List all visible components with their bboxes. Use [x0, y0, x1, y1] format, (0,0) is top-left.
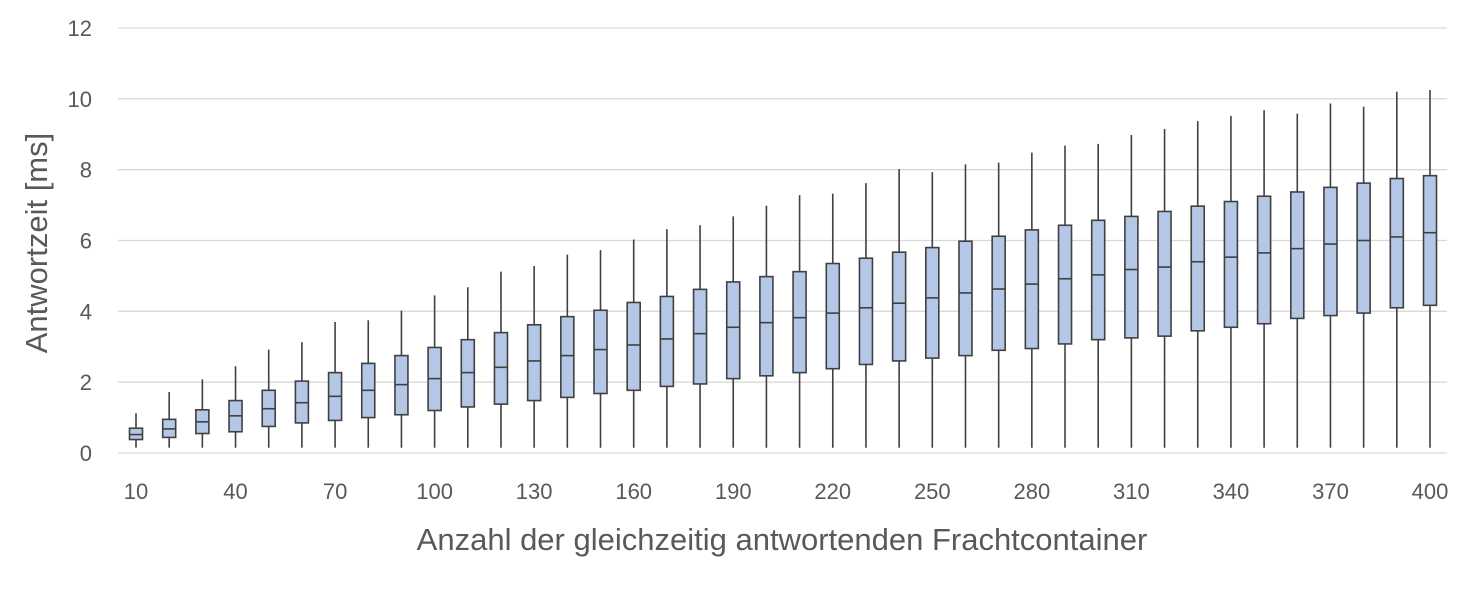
- box-body: [1389, 177, 1405, 309]
- box-body: [759, 275, 774, 377]
- box-body: [825, 262, 841, 370]
- box-series: [128, 89, 1438, 448]
- x-tick-label: 130: [516, 479, 553, 504]
- box-group: [1389, 91, 1405, 448]
- y-tick-label: 12: [68, 16, 92, 41]
- box-body: [526, 323, 542, 402]
- box-group: [1289, 113, 1305, 448]
- box-body: [626, 301, 641, 392]
- y-gridlines: [118, 27, 1447, 454]
- box-group: [228, 366, 243, 448]
- x-tick-label: 10: [124, 479, 148, 504]
- box-body: [925, 246, 940, 359]
- x-tick-label: 280: [1013, 479, 1050, 504]
- box-body: [1190, 205, 1206, 332]
- box-group: [593, 250, 608, 448]
- x-tick-label: 400: [1412, 479, 1449, 504]
- box-group: [1422, 89, 1438, 448]
- x-tick-label: 220: [814, 479, 851, 504]
- box-group: [1256, 110, 1272, 448]
- y-tick-label: 0: [80, 441, 92, 466]
- box-group: [1024, 152, 1040, 448]
- x-tick-labels: 10 40 70 100 130 160 190 220 250 280 310 340 370 400: [124, 479, 1449, 504]
- box-group: [825, 193, 841, 448]
- box-group: [128, 413, 144, 448]
- box-group: [792, 195, 807, 448]
- box-body: [692, 288, 708, 385]
- box-group: [759, 205, 774, 448]
- box-group: [394, 310, 409, 448]
- y-axis-title: Antwortzeit [ms]: [19, 133, 54, 354]
- box-group: [195, 379, 210, 448]
- box-group: [1356, 106, 1371, 448]
- x-tick-label: 160: [615, 479, 652, 504]
- y-tick-labels: 0 2 4 6 8 10 12: [68, 16, 92, 466]
- box-group: [858, 183, 874, 448]
- box-group: [327, 321, 343, 448]
- box-group: [1223, 115, 1239, 448]
- box-group: [958, 164, 973, 448]
- x-tick-label: 370: [1312, 479, 1349, 504]
- box-body: [858, 257, 874, 366]
- box-body: [493, 331, 509, 405]
- box-body: [725, 281, 741, 380]
- box-group: [294, 342, 310, 448]
- y-tick-label: 8: [80, 158, 92, 183]
- box-body: [991, 235, 1006, 352]
- x-tick-label: 310: [1113, 479, 1150, 504]
- box-body: [958, 240, 973, 357]
- box-group: [261, 349, 277, 448]
- x-tick-label: 340: [1213, 479, 1250, 504]
- x-tick-label: 70: [323, 479, 347, 504]
- box-body: [593, 309, 608, 395]
- box-group: [1124, 134, 1139, 448]
- box-group: [659, 229, 675, 448]
- box-group: [460, 287, 476, 448]
- y-tick-label: 4: [80, 299, 92, 324]
- box-body: [659, 295, 675, 388]
- box-group: [427, 295, 442, 448]
- y-tick-label: 2: [80, 370, 92, 395]
- box-body: [792, 270, 807, 374]
- box-group: [1057, 145, 1073, 448]
- box-body: [1323, 186, 1338, 317]
- box-group: [360, 320, 376, 448]
- x-axis-title: Anzahl der gleichzeitig antwortenden Fra…: [417, 522, 1148, 557]
- x-tick-label: 190: [715, 479, 752, 504]
- x-tick-label: 100: [416, 479, 453, 504]
- box-group: [725, 216, 741, 448]
- box-group: [692, 225, 708, 448]
- x-tick-label: 250: [914, 479, 951, 504]
- box-group: [526, 266, 542, 448]
- box-group: [161, 392, 177, 448]
- box-body: [1356, 182, 1371, 314]
- box-group: [925, 172, 940, 448]
- box-group: [626, 239, 641, 448]
- box-body: [891, 251, 907, 362]
- y-tick-label: 6: [80, 229, 92, 254]
- box-body: [1024, 229, 1040, 350]
- box-group: [493, 271, 509, 448]
- y-tick-label: 10: [68, 87, 92, 112]
- box-body: [1422, 174, 1438, 307]
- box-group: [1190, 121, 1206, 448]
- box-body: [1057, 224, 1073, 345]
- box-body: [1289, 191, 1305, 320]
- box-group: [1157, 128, 1172, 448]
- box-group: [991, 162, 1006, 448]
- x-tick-label: 40: [223, 479, 247, 504]
- box-group: [891, 168, 907, 448]
- box-body: [560, 315, 575, 399]
- box-body: [1124, 215, 1139, 339]
- box-body: [1157, 210, 1172, 337]
- box-group: [560, 254, 575, 448]
- box-body: [1090, 219, 1106, 341]
- box-group: [1090, 143, 1106, 448]
- box-body: [1256, 195, 1272, 325]
- box-group: [1323, 103, 1338, 448]
- box-body: [1223, 200, 1239, 329]
